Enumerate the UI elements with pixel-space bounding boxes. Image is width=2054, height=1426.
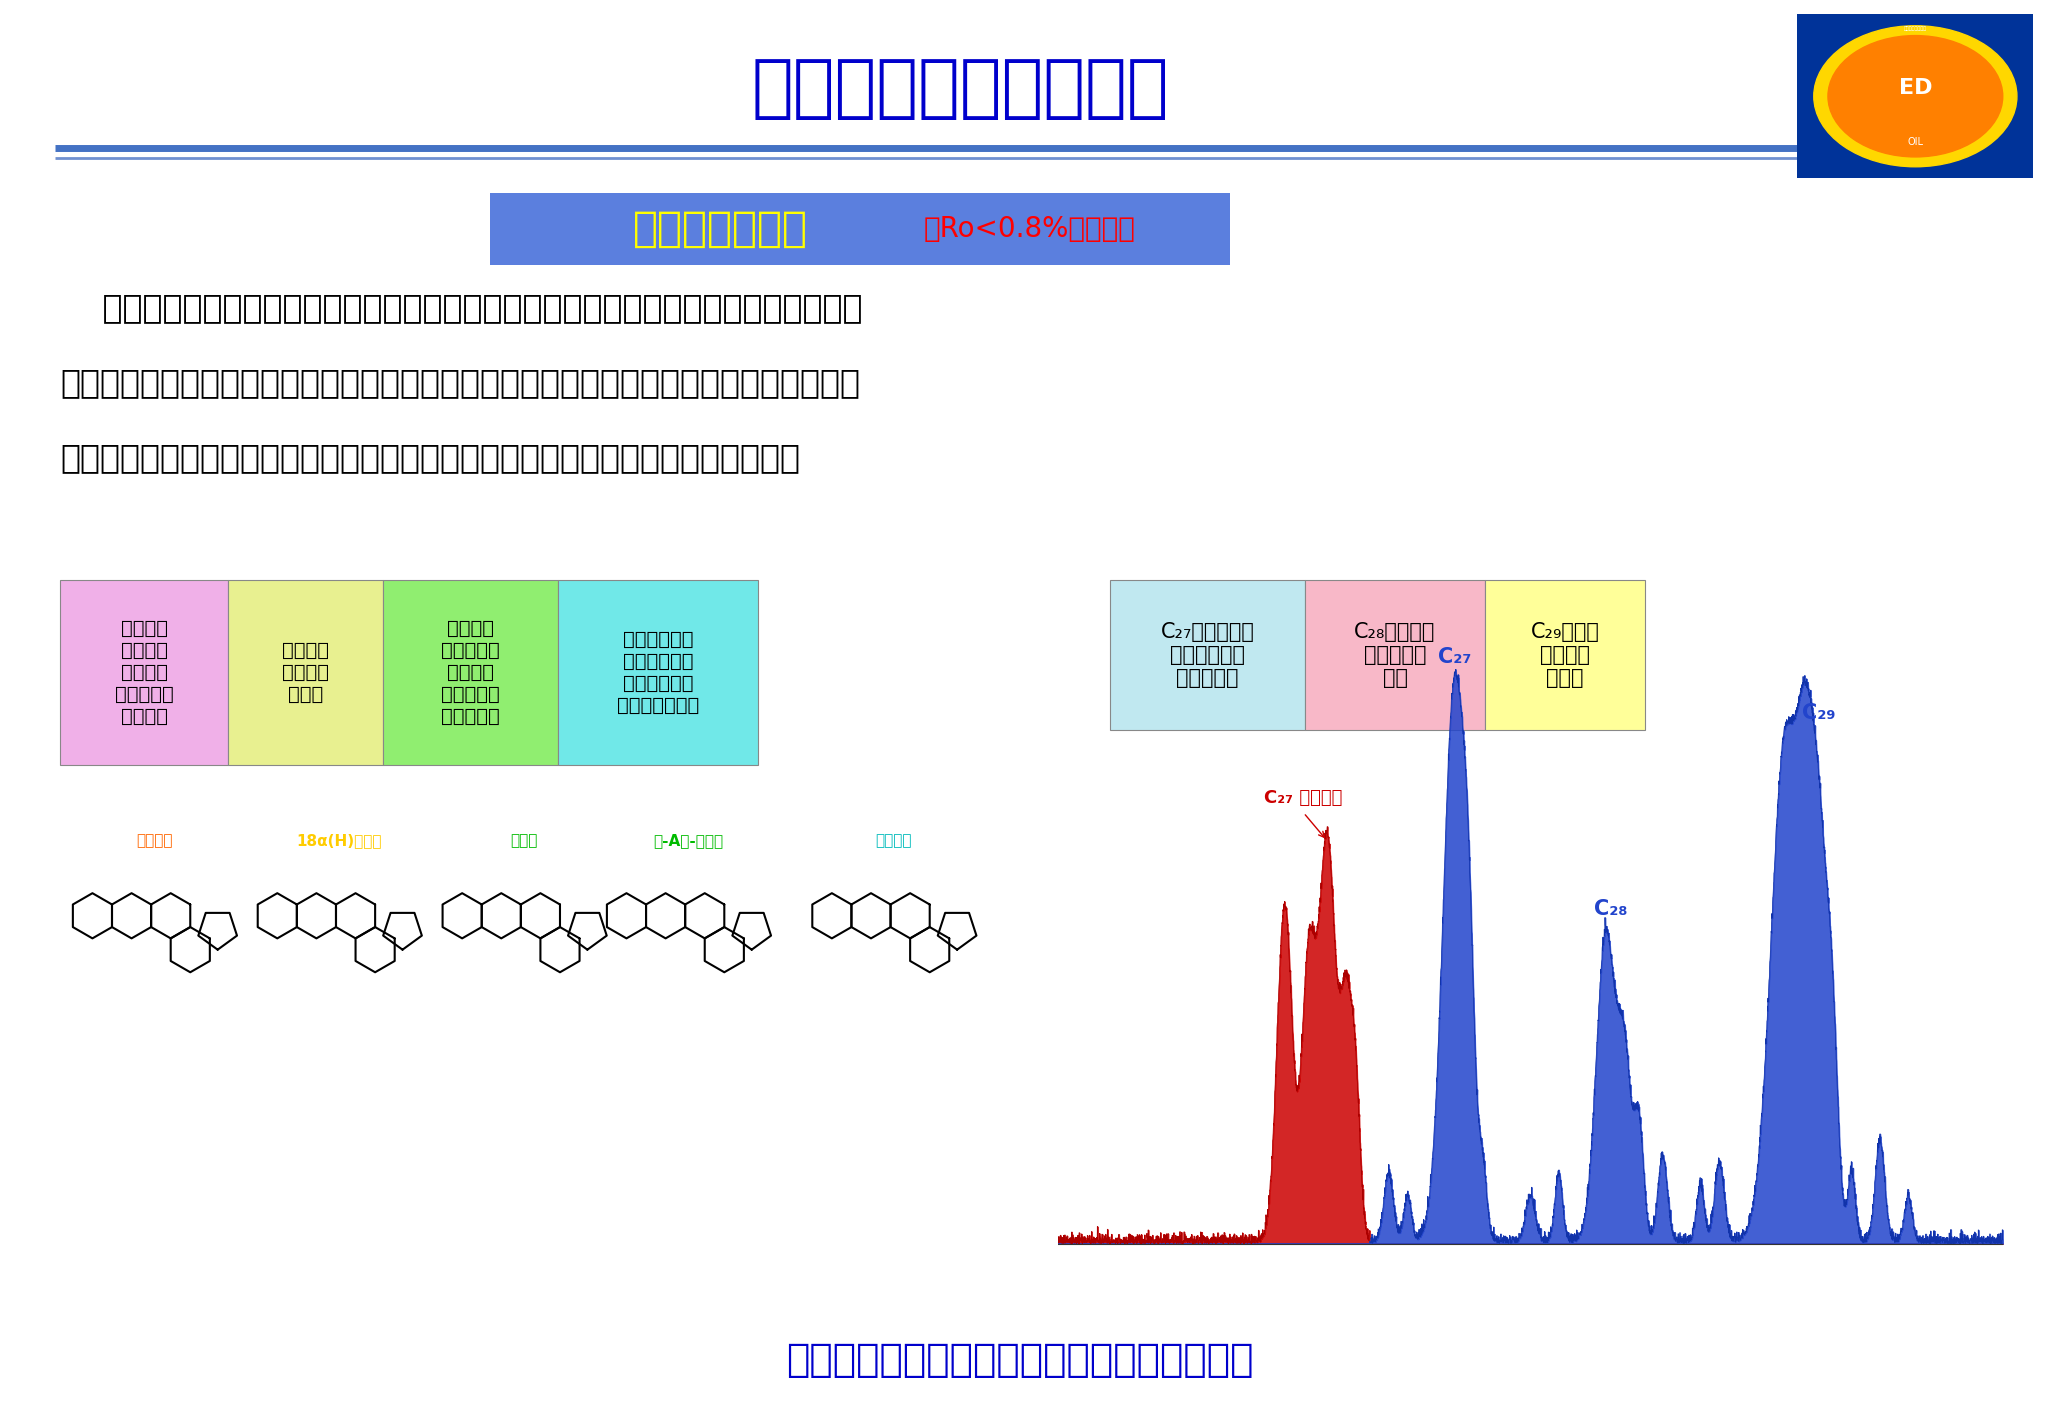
- Text: 伽玛蜡烷: 伽玛蜡烷: [136, 834, 173, 848]
- Text: 东方地球物理公司: 东方地球物理公司: [1904, 26, 1927, 31]
- Text: C₂₇-C₂₉甾烷化合物: C₂₇-C₂₉甾烷化合物: [1366, 1252, 1551, 1279]
- Bar: [1304, 580, 1485, 730]
- Text: C₂₈: C₂₈: [1594, 898, 1627, 918]
- Text: ED: ED: [1898, 78, 1933, 98]
- Text: C₂₇ 重排甾烷: C₂₇ 重排甾烷: [1265, 789, 1343, 807]
- Text: 一般而言，除
伽玛蜡烷外，
五环三萜类均
为高等植物来源: 一般而言，除 伽玛蜡烷外， 五环三萜类均 为高等植物来源: [616, 630, 698, 714]
- Text: C₂₇: C₂₇: [1438, 647, 1471, 667]
- Text: 化，基本保存了原始生化组分的碳骨架，记载了原始生物母质的特殊分子结构信息。: 化，基本保存了原始生化组分的碳骨架，记载了原始生物母质的特殊分子结构信息。: [60, 442, 799, 475]
- Text: 来源于高
等植物的
奥利烯: 来源于高 等植物的 奥利烯: [281, 642, 329, 704]
- Bar: [491, 193, 1230, 265]
- Text: 分子量相当大的有机化合物。在有机质的演化过程中具有一定的稳定性，没有或较少发生变: 分子量相当大的有机化合物。在有机质的演化过程中具有一定的稳定性，没有或较少发生变: [60, 366, 861, 399]
- Bar: [559, 580, 758, 764]
- Text: 苯并藿烷: 苯并藿烷: [875, 834, 912, 848]
- Bar: [228, 580, 382, 764]
- Text: C₂₇甾烷主要来
源于藻类等低
等浮游植物: C₂₇甾烷主要来 源于藻类等低 等浮游植物: [1161, 622, 1255, 689]
- Text: 一些非藿烷系列的五环三萜类化合物: 一些非藿烷系列的五环三萜类化合物: [452, 1231, 719, 1258]
- Circle shape: [1828, 36, 2003, 157]
- Bar: [1485, 580, 1645, 730]
- Text: 缺少特定
的先质体，
可能是沉
积和早期成
岩作用有关: 缺少特定 的先质体， 可能是沉 积和早期成 岩作用有关: [442, 619, 499, 726]
- Text: 18α(H)奥利烷: 18α(H)奥利烷: [296, 834, 382, 848]
- Text: 可能来源
蕨类、原
生动物四
膜虫、细菌
的细胞壁: 可能来源 蕨类、原 生动物四 膜虫、细菌 的细胞壁: [115, 619, 173, 726]
- Bar: [382, 580, 559, 764]
- Bar: [1109, 580, 1304, 730]
- Text: 是沉积物中的有机质（原油、油页岩、煤），来源于生物体，具有明显分子结构特征、: 是沉积物中的有机质（原油、油页岩、煤），来源于生物体，具有明显分子结构特征、: [60, 291, 863, 325]
- Text: C₂₉来源于
高等植物
或藻类: C₂₉来源于 高等植物 或藻类: [1530, 622, 1600, 689]
- Text: OIL: OIL: [1908, 137, 1923, 147]
- Text: 羽扇烷: 羽扇烷: [509, 834, 538, 848]
- Circle shape: [1814, 26, 2017, 167]
- Text: C₂₉: C₂₉: [1801, 703, 1834, 723]
- Text: 脱-A环-羽扇烷: 脱-A环-羽扇烷: [653, 834, 723, 848]
- Text: 色谱、质谱参数的意义: 色谱、质谱参数的意义: [752, 54, 1169, 121]
- Text: 生物标志化合物: 生物标志化合物: [633, 208, 807, 250]
- Text: C₂₈主要来源
于硅藻、颗
石藻: C₂₈主要来源 于硅藻、颗 石藻: [1354, 622, 1436, 689]
- Bar: [60, 580, 228, 764]
- Text: 用于油源对比、母源和沉积环境的生物标志物: 用于油源对比、母源和沉积环境的生物标志物: [787, 1340, 1253, 1379]
- Text: （Ro<0.8%后失效）: （Ro<0.8%后失效）: [924, 215, 1136, 242]
